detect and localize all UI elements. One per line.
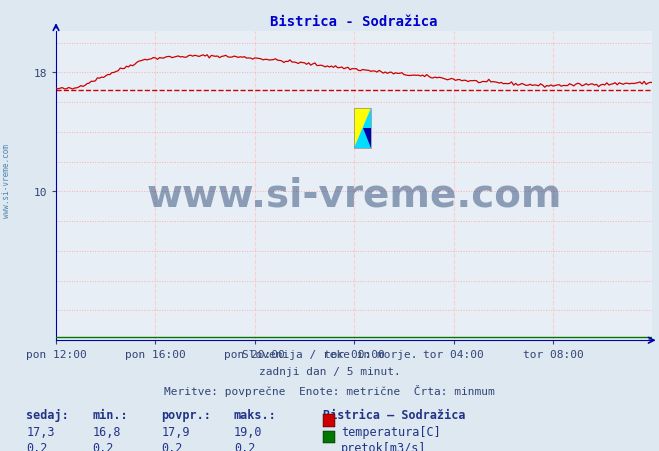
Bar [355, 109, 371, 149]
Polygon shape [362, 129, 371, 149]
Text: 0,2: 0,2 [234, 441, 255, 451]
Text: 0,2: 0,2 [26, 441, 47, 451]
Text: 16,8: 16,8 [92, 425, 121, 438]
Text: temperatura[C]: temperatura[C] [341, 425, 441, 438]
Title: Bistrica - Sodražica: Bistrica - Sodražica [270, 15, 438, 29]
Text: sedaj:: sedaj: [26, 408, 69, 421]
Text: 19,0: 19,0 [234, 425, 262, 438]
Polygon shape [355, 109, 371, 149]
Text: 0,2: 0,2 [161, 441, 183, 451]
Text: Slovenija / reke in morje.: Slovenija / reke in morje. [242, 350, 417, 359]
Text: 0,2: 0,2 [92, 441, 113, 451]
Text: pretok[m3/s]: pretok[m3/s] [341, 441, 427, 451]
Text: 17,9: 17,9 [161, 425, 190, 438]
Text: Bistrica – Sodražica: Bistrica – Sodražica [323, 408, 465, 421]
Text: 17,3: 17,3 [26, 425, 55, 438]
Text: maks.:: maks.: [234, 408, 277, 421]
Text: zadnji dan / 5 minut.: zadnji dan / 5 minut. [258, 367, 401, 377]
Text: Meritve: povprečne  Enote: metrične  Črta: minmum: Meritve: povprečne Enote: metrične Črta:… [164, 384, 495, 396]
Text: www.si-vreme.com: www.si-vreme.com [146, 176, 562, 214]
Polygon shape [355, 109, 371, 149]
Text: www.si-vreme.com: www.si-vreme.com [2, 143, 11, 217]
Text: povpr.:: povpr.: [161, 408, 212, 421]
Text: min.:: min.: [92, 408, 128, 421]
